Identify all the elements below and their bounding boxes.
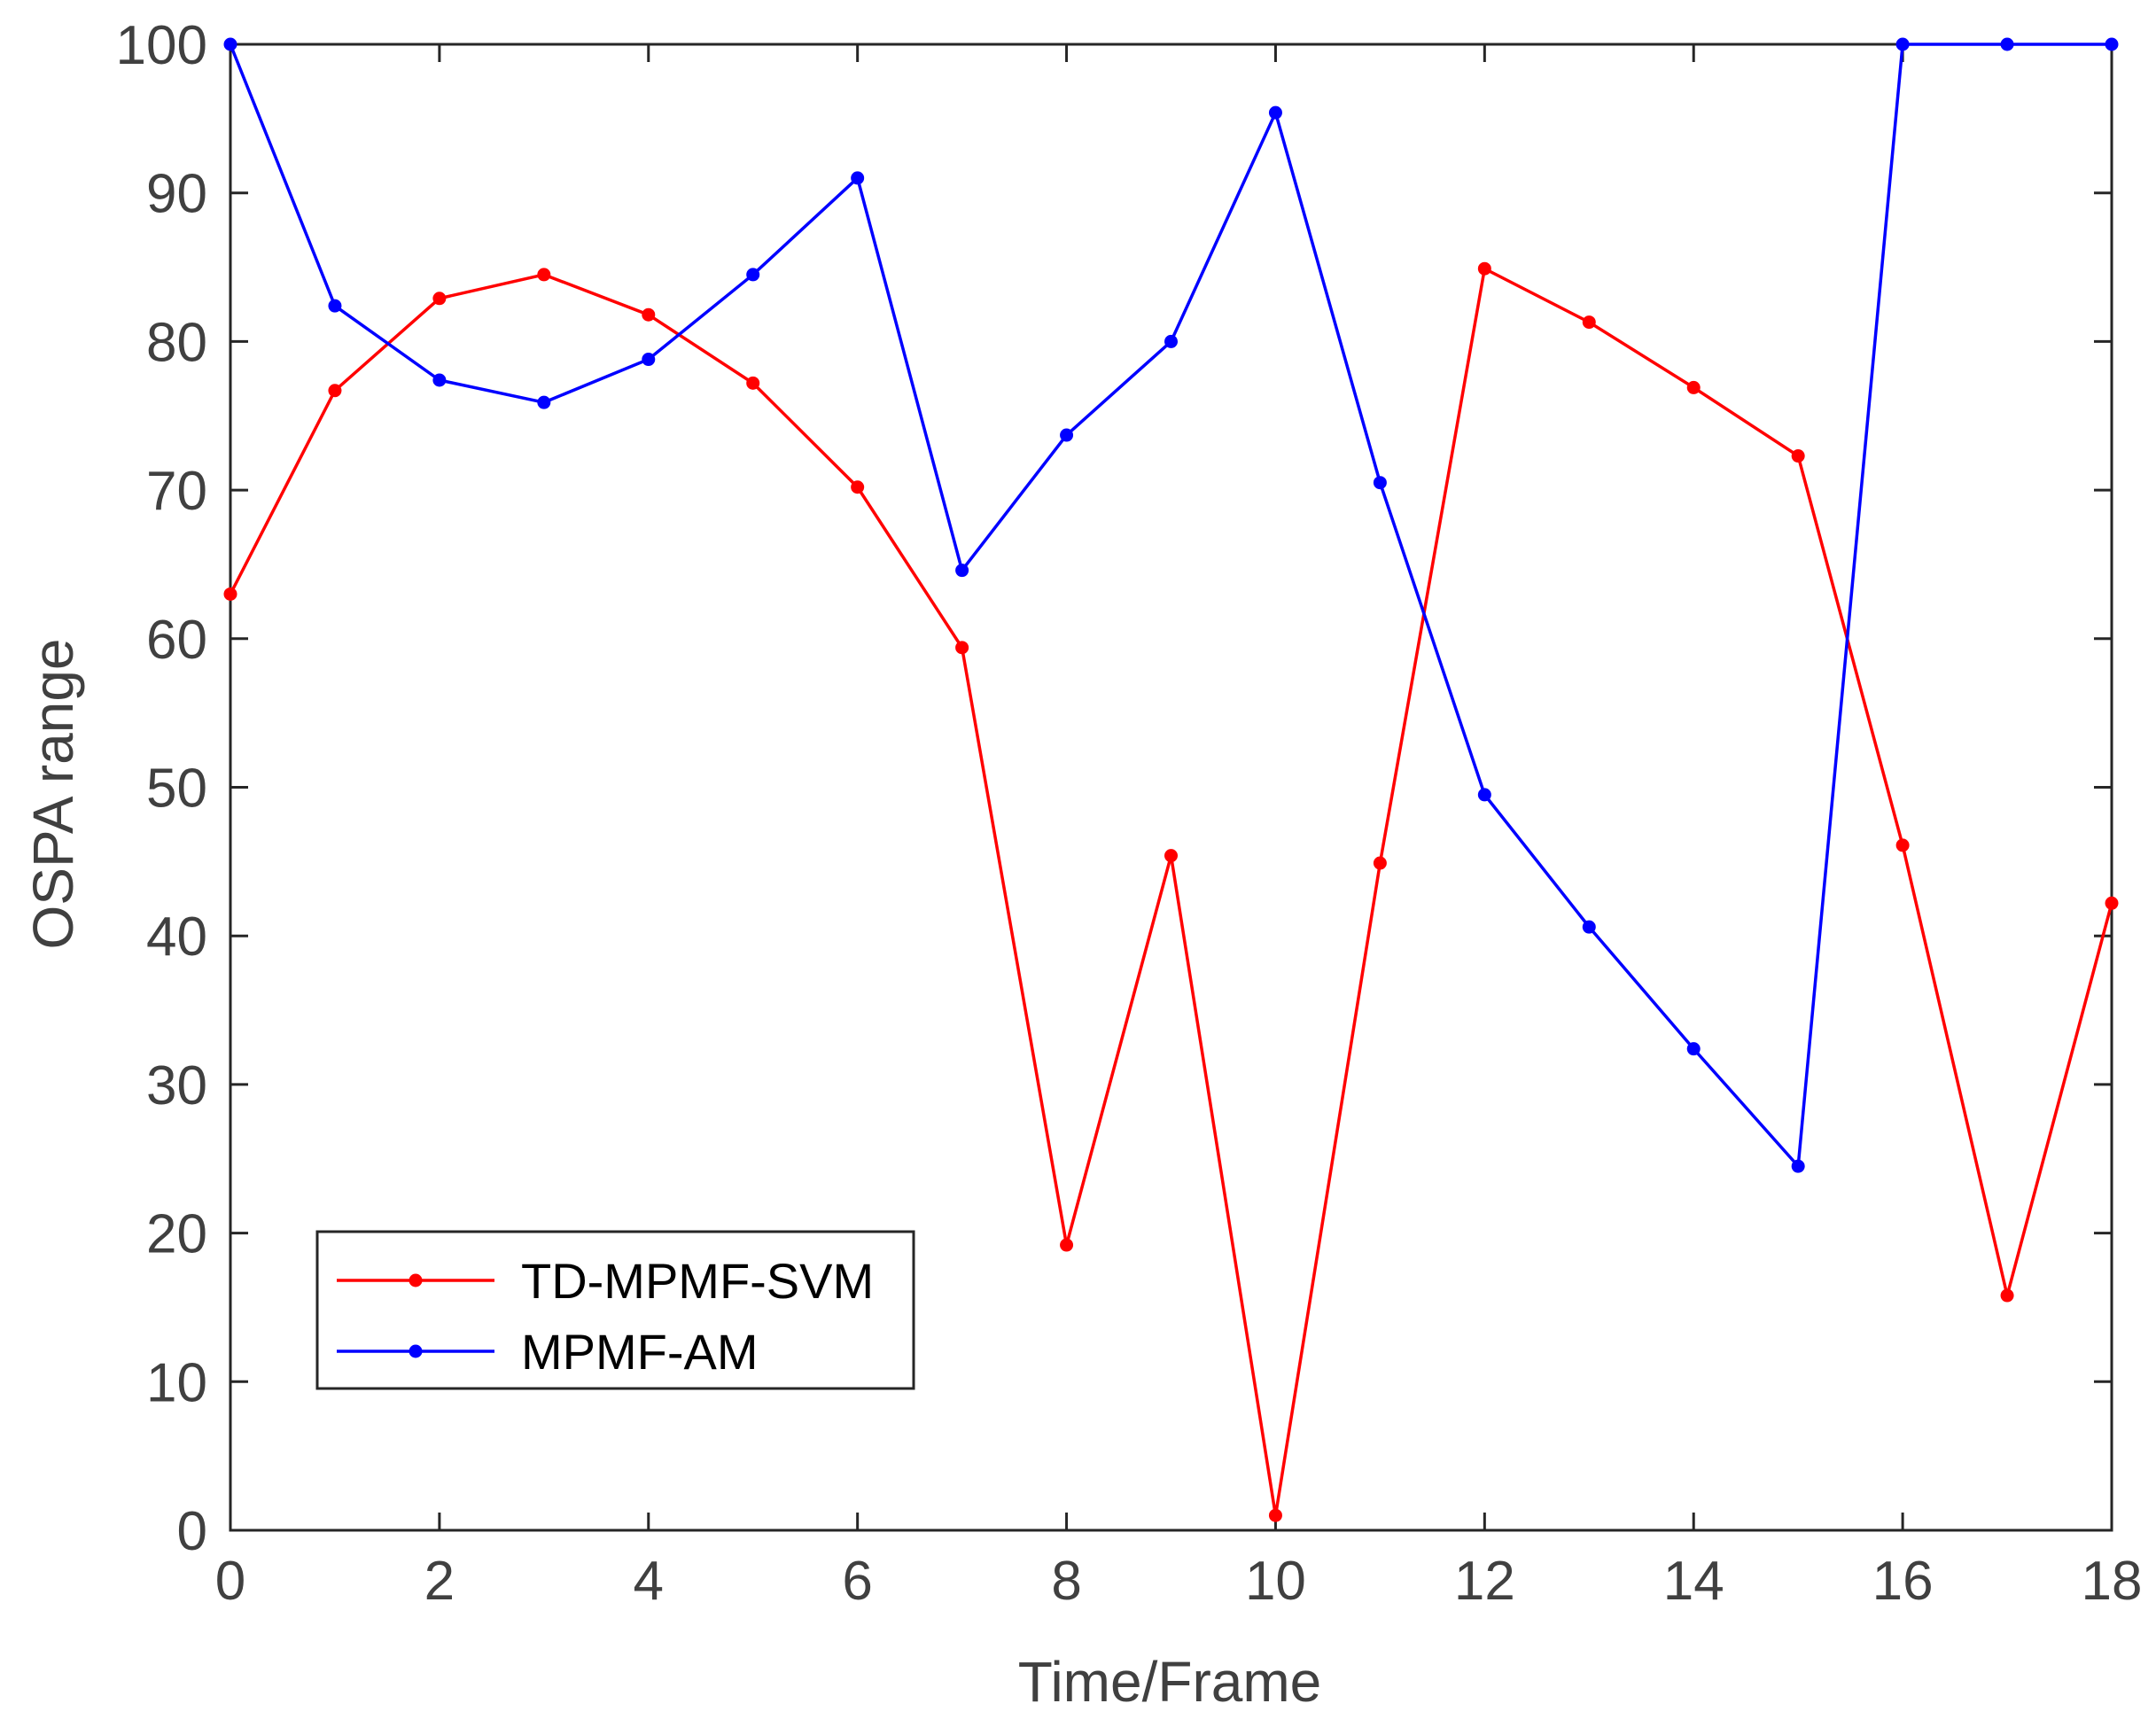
data-point-series-2 xyxy=(537,395,551,409)
x-tick-label: 12 xyxy=(1454,1551,1515,1612)
y-tick-label: 90 xyxy=(146,164,207,225)
y-tick-label: 30 xyxy=(146,1055,207,1116)
x-tick-label: 18 xyxy=(2082,1551,2143,1612)
x-tick-label: 16 xyxy=(1872,1551,1934,1612)
data-point-series-1 xyxy=(1582,315,1596,330)
data-point-series-1 xyxy=(1686,380,1701,394)
legend-label-1: TD-MPMF-SVM xyxy=(521,1253,874,1309)
legend-marker-2 xyxy=(409,1344,423,1358)
data-point-series-1 xyxy=(432,292,447,306)
x-tick-label: 0 xyxy=(215,1551,245,1612)
legend: TD-MPMF-SVM MPMF-AM xyxy=(315,1230,915,1390)
data-point-series-2 xyxy=(328,299,342,313)
y-tick-label: 100 xyxy=(116,15,207,76)
data-point-series-1 xyxy=(1268,1508,1282,1522)
y-tick-label: 10 xyxy=(146,1352,207,1413)
data-point-series-1 xyxy=(1164,849,1178,863)
y-tick-label: 20 xyxy=(146,1204,207,1265)
y-tick-label: 80 xyxy=(146,312,207,373)
plot-area: 0 2 4 6 8 10 12 14 16 18 0 10 20 30 40 50 60 70 80 90 100 xyxy=(116,15,2143,1612)
data-point-series-1 xyxy=(1895,838,1910,852)
data-point-series-1 xyxy=(746,376,760,390)
legend-box xyxy=(315,1230,915,1390)
data-point-series-1 xyxy=(1791,449,1805,463)
data-point-series-2 xyxy=(642,353,656,367)
data-point-series-2 xyxy=(955,564,969,578)
data-point-series-2 xyxy=(2000,37,2014,51)
data-point-series-1 xyxy=(642,307,656,322)
legend-marker-1 xyxy=(409,1273,423,1287)
x-tick-label: 8 xyxy=(1051,1551,1081,1612)
y-tick-label: 0 xyxy=(177,1501,207,1562)
y-tick-label: 60 xyxy=(146,610,207,671)
data-point-series-2 xyxy=(1895,37,1910,51)
data-point-series-2 xyxy=(1268,105,1282,120)
data-point-series-1 xyxy=(1373,856,1387,870)
data-point-series-2 xyxy=(1060,428,1074,442)
x-axis-label: Time/Frame xyxy=(1018,1650,1322,1714)
data-point-series-1 xyxy=(328,384,342,398)
data-point-series-1 xyxy=(537,268,551,282)
y-axis-label: OSPA range xyxy=(21,638,85,949)
x-tick-label: 14 xyxy=(1663,1551,1724,1612)
data-point-series-1 xyxy=(955,641,969,655)
y-tick-label: 50 xyxy=(146,758,207,820)
data-point-series-2 xyxy=(1477,788,1491,802)
data-point-series-2 xyxy=(1164,334,1178,348)
data-point-series-2 xyxy=(432,373,447,387)
data-point-series-1 xyxy=(2105,896,2119,910)
data-point-series-2 xyxy=(2105,37,2119,51)
data-point-series-2 xyxy=(1373,476,1387,490)
legend-label-2: MPMF-AM xyxy=(521,1324,759,1380)
data-point-series-2 xyxy=(851,171,865,185)
data-point-series-2 xyxy=(1686,1042,1701,1056)
data-point-series-1 xyxy=(851,480,865,494)
data-point-series-1 xyxy=(2000,1288,2014,1303)
data-point-series-2 xyxy=(1791,1159,1805,1173)
y-tick-label: 40 xyxy=(146,906,207,968)
x-tick-label: 2 xyxy=(424,1551,455,1612)
y-tick-label: 70 xyxy=(146,461,207,522)
series-line-2 xyxy=(229,43,2112,1171)
x-tick-label: 10 xyxy=(1245,1551,1306,1612)
x-tick-label: 4 xyxy=(634,1551,664,1612)
data-point-series-1 xyxy=(1477,261,1491,276)
data-point-series-2 xyxy=(223,37,237,51)
x-tick-label: 6 xyxy=(842,1551,872,1612)
data-point-series-2 xyxy=(1582,920,1596,934)
data-point-series-1 xyxy=(1060,1238,1074,1252)
data-point-series-2 xyxy=(746,268,760,282)
data-point-series-1 xyxy=(223,587,237,601)
